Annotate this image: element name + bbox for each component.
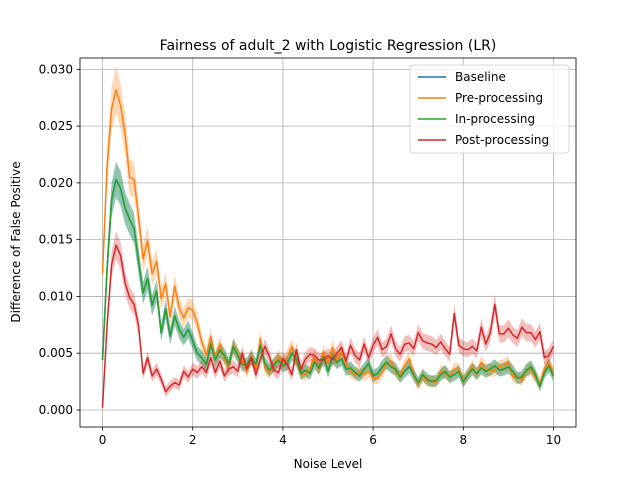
- legend-box: [409, 64, 570, 154]
- x-tick-label: 0: [99, 433, 107, 447]
- x-tick-label: 8: [459, 433, 467, 447]
- band-baseline: [102, 161, 554, 392]
- y-tick-label: 0.005: [39, 346, 73, 360]
- legend-label: Pre-processing: [455, 91, 543, 105]
- x-tick-label: 2: [189, 433, 197, 447]
- y-tick-label: 0.010: [39, 289, 73, 303]
- line-in-processing: [101, 178, 555, 387]
- legend: Baseline Pre-processing In-processing Post-…: [409, 64, 570, 154]
- band-pre-processing: [102, 66, 554, 391]
- x-tick-label: 10: [546, 433, 561, 447]
- legend-label: In-processing: [455, 112, 535, 126]
- x-tick-label: 6: [369, 433, 377, 447]
- series-lines: [101, 89, 555, 408]
- y-axis-label: Difference of False Positive: [9, 161, 23, 322]
- band-in-processing: [102, 161, 554, 392]
- legend-label: Baseline: [455, 70, 506, 84]
- plot-frame: [79, 57, 577, 428]
- axis-ticks: 0 2 4 6 8 10 0.000 0.005 0.010 0.015 0.020 0.025 0.0…: [39, 62, 561, 447]
- line-post-processing: [101, 244, 555, 408]
- legend-label: Post-processing: [455, 133, 549, 147]
- y-tick-label: 0.015: [39, 233, 73, 247]
- x-tick-label: 4: [279, 433, 287, 447]
- y-tick-label: 0.020: [39, 176, 73, 190]
- y-tick-label: 0.030: [39, 62, 73, 76]
- x-axis-label: Noise Level: [294, 457, 363, 471]
- chart-title: Fairness of adult_2 with Logistic Regres…: [160, 38, 497, 54]
- y-tick-label: 0.000: [39, 403, 73, 417]
- y-tick-label: 0.025: [39, 119, 73, 133]
- confidence-bands: [102, 66, 554, 410]
